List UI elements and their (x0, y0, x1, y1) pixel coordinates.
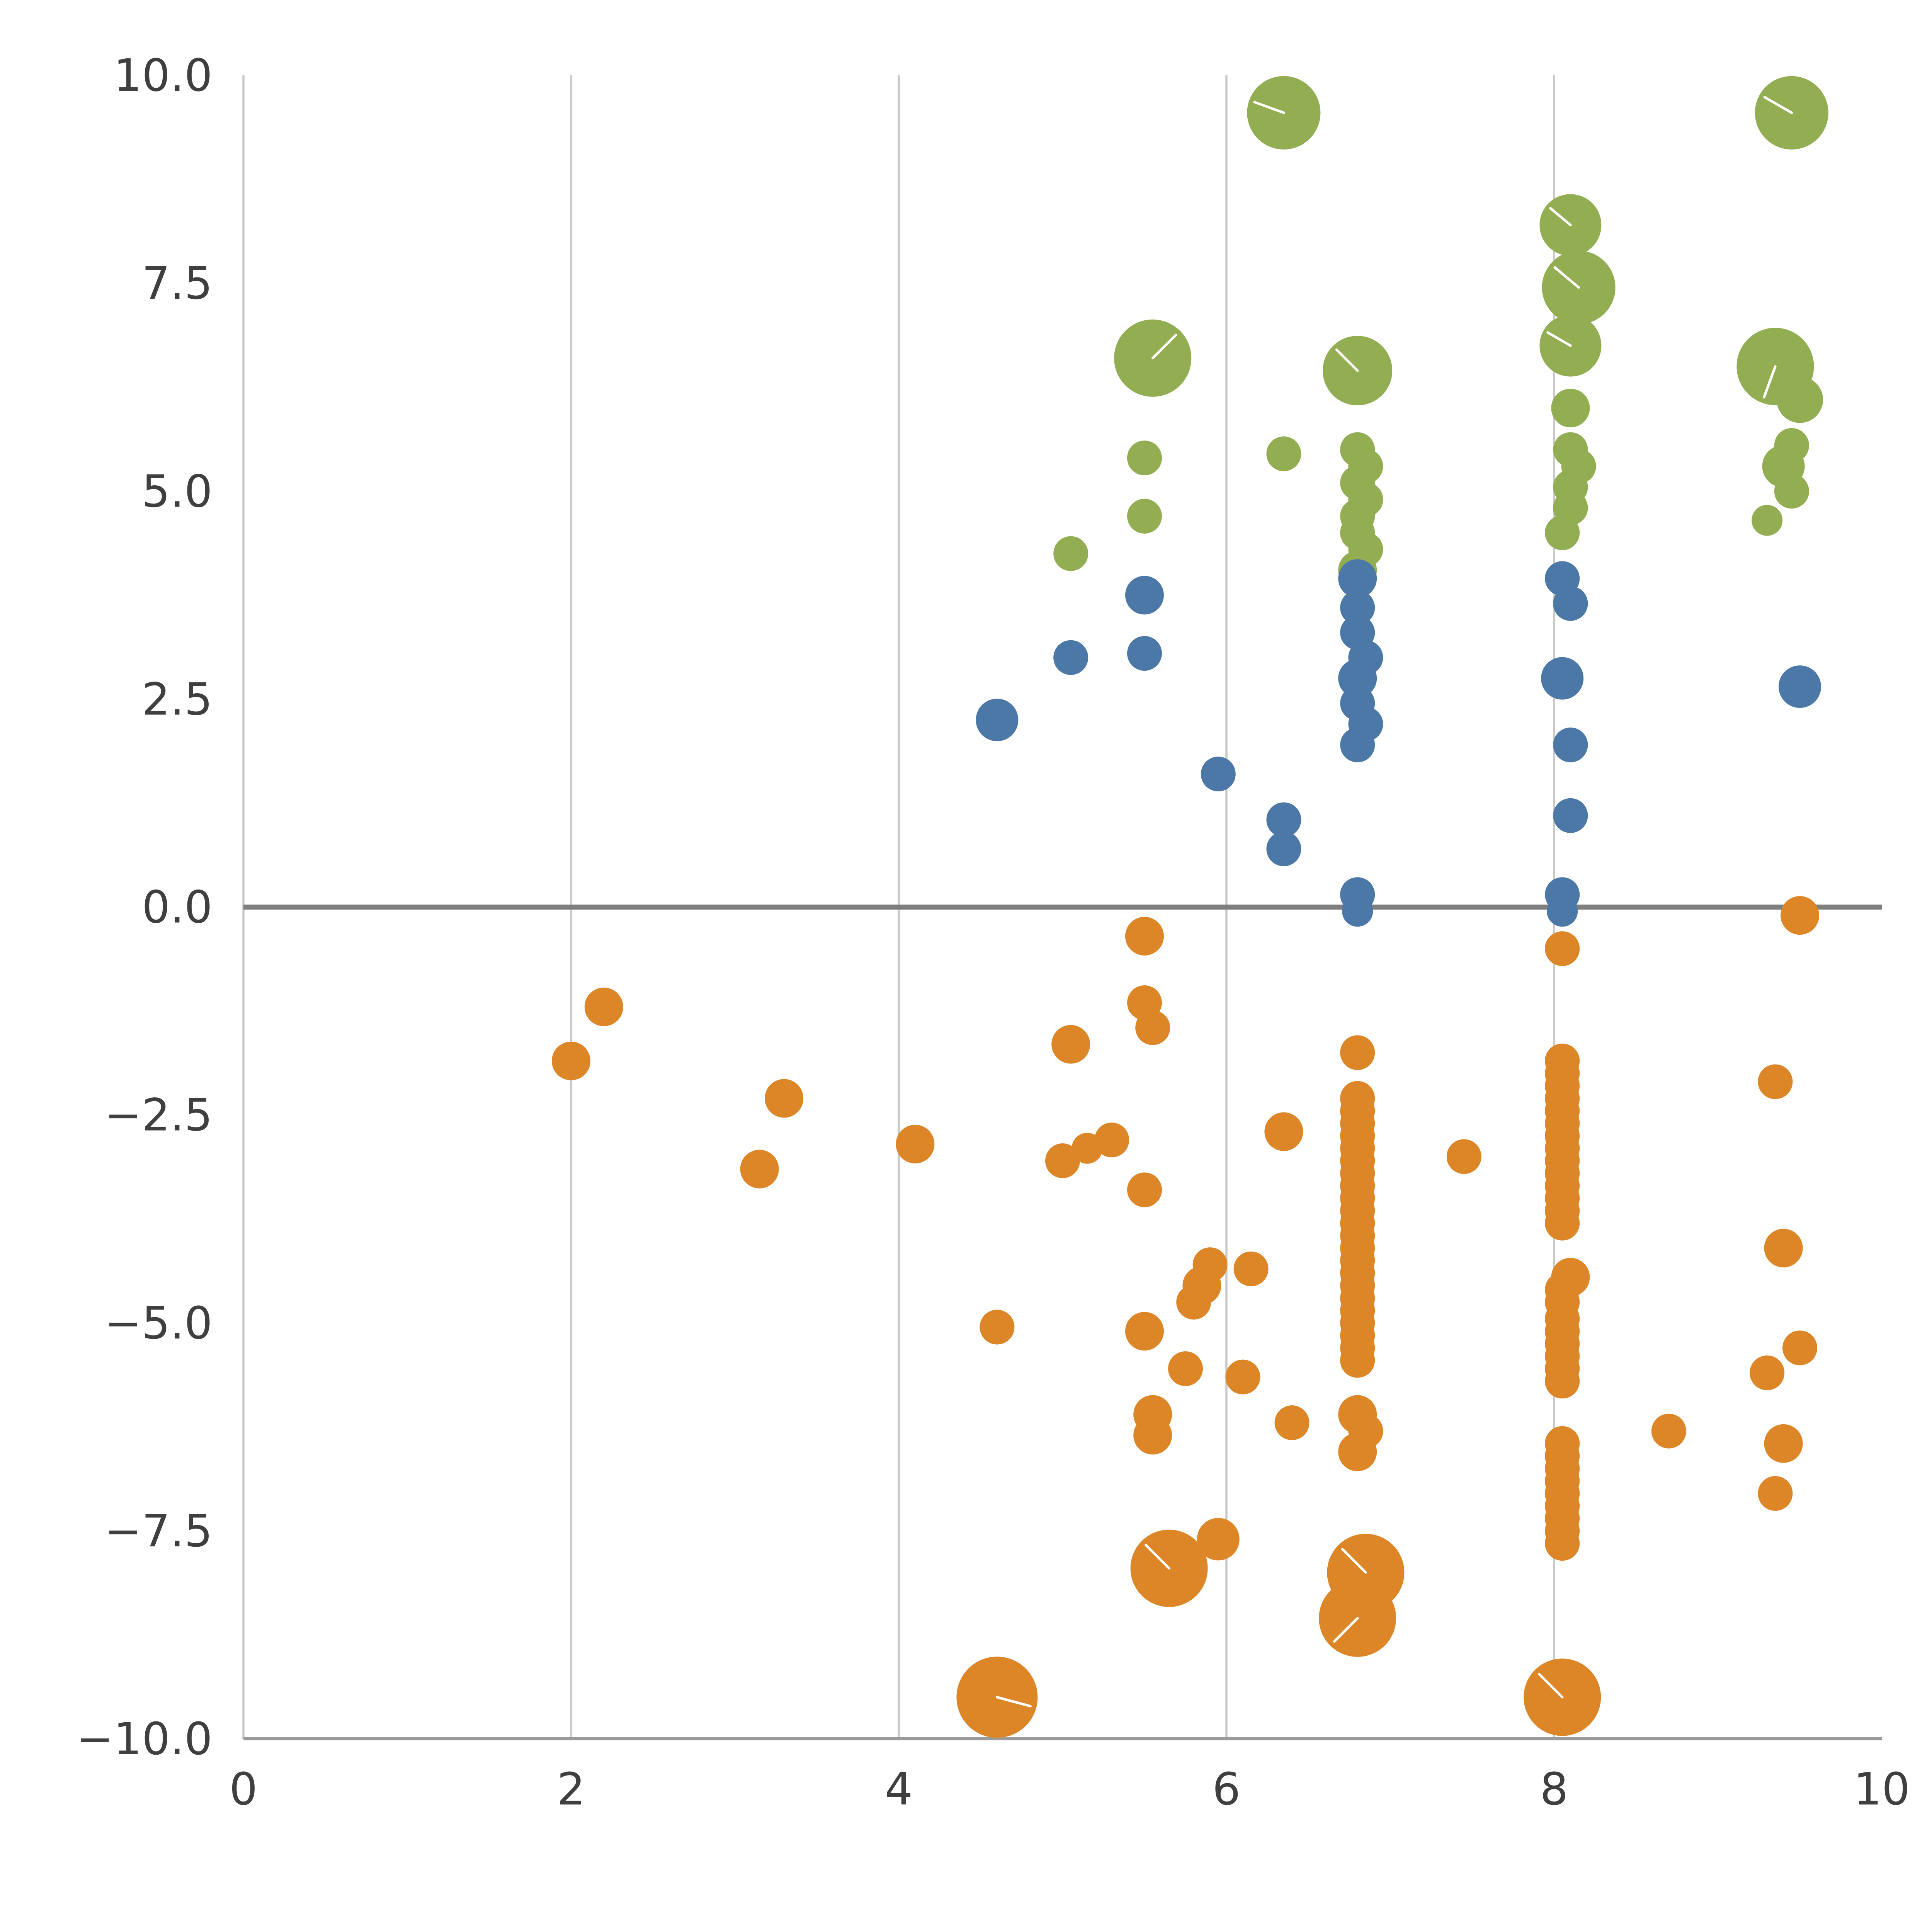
data-point-orange (1094, 1122, 1129, 1158)
data-point-orange (1045, 1143, 1080, 1179)
data-point-blue (1553, 586, 1588, 621)
data-point-blue (1547, 896, 1578, 927)
data-point-green (1551, 389, 1590, 427)
data-point-orange (1750, 1355, 1785, 1390)
bubble-highlight-tick (1145, 1544, 1170, 1570)
data-point-blue (976, 699, 1019, 742)
x-axis-tick-label: 8 (1540, 1764, 1568, 1815)
data-point-orange (552, 1041, 590, 1080)
y-axis-tick-label: −10.0 (77, 1713, 213, 1765)
data-point-orange (1225, 1359, 1260, 1395)
y-axis-tick-label: 2.5 (142, 673, 213, 725)
data-point-blue (1340, 590, 1375, 625)
y-axis-tick-label: 7.5 (142, 258, 213, 310)
data-point-green (1127, 440, 1162, 476)
data-point-orange (1764, 1229, 1803, 1268)
data-point-green (1545, 515, 1580, 550)
data-point-orange (1446, 1139, 1481, 1174)
x-axis-tick-label: 6 (1212, 1764, 1240, 1815)
data-point-green (1053, 536, 1088, 571)
data-point-orange (1764, 1424, 1803, 1463)
data-point-orange (1340, 1035, 1375, 1070)
data-point-orange (1651, 1413, 1686, 1449)
y-axis-tick-label: 10.0 (114, 50, 213, 102)
data-point-green (1127, 498, 1162, 534)
bubble-highlight-tick (1151, 333, 1177, 360)
y-axis-tick-label: 0.0 (142, 882, 213, 934)
data-point-orange (1545, 1526, 1580, 1561)
data-point-orange (765, 1079, 804, 1118)
x-axis-tick-label: 2 (557, 1764, 585, 1815)
data-point-blue (1127, 636, 1162, 671)
data-point-green (1774, 428, 1809, 463)
data-point-orange (896, 1124, 935, 1163)
data-point-orange (1176, 1284, 1211, 1320)
data-point-blue (1553, 798, 1588, 833)
data-point-green (1777, 376, 1823, 423)
bubble-highlight-tick (1546, 331, 1572, 347)
data-point-orange (1274, 1405, 1310, 1440)
data-point-orange (1127, 1172, 1162, 1208)
data-point-orange (1545, 1364, 1580, 1399)
y-axis-tick-label: −7.5 (105, 1505, 213, 1557)
data-point-orange (1781, 896, 1819, 935)
data-point-green (1752, 505, 1783, 536)
data-point-orange (740, 1150, 779, 1189)
x-axis-tick-label: 4 (884, 1764, 913, 1815)
bubble-highlight-tick (1763, 365, 1777, 399)
data-point-orange (1545, 1206, 1580, 1241)
data-point-blue (1553, 727, 1588, 762)
data-point-orange (1135, 1010, 1170, 1045)
bubble-highlight-tick (1537, 1673, 1564, 1699)
bubble-highlight-tick (1335, 348, 1359, 372)
data-point-orange (1133, 1416, 1172, 1455)
data-point-blue (1266, 831, 1301, 866)
data-point-blue (1125, 576, 1164, 615)
data-point-orange (1545, 931, 1580, 966)
data-point-orange (584, 987, 623, 1026)
y-axis-tick-label: −5.0 (105, 1298, 213, 1349)
data-point-blue (1201, 757, 1236, 792)
data-point-orange (1758, 1476, 1793, 1511)
data-point-orange (1782, 1330, 1817, 1366)
x-axis-tick-label: 0 (229, 1764, 257, 1815)
data-point-orange (1125, 917, 1164, 956)
y-axis-tick-label: 5.0 (142, 466, 213, 517)
data-point-orange (1758, 1064, 1793, 1099)
data-point-orange (1338, 1432, 1377, 1471)
data-point-blue (1338, 559, 1377, 598)
bubble-highlight-tick (1553, 266, 1580, 289)
data-point-blue (1053, 640, 1088, 675)
bubble-highlight-tick (996, 1696, 1032, 1708)
data-point-green (1774, 474, 1809, 509)
bubble-highlight-tick (1549, 207, 1572, 226)
y-axis-tick-label: −2.5 (105, 1090, 213, 1141)
data-point-blue (1266, 802, 1301, 837)
data-point-orange (1264, 1112, 1303, 1151)
data-point-orange (1340, 1343, 1375, 1378)
data-point-blue (1342, 896, 1373, 927)
data-point-green (1266, 436, 1301, 471)
data-point-orange (1233, 1251, 1269, 1286)
data-point-blue (1779, 665, 1821, 708)
bubble-highlight-tick (1333, 1617, 1359, 1643)
data-point-blue (1541, 657, 1584, 700)
data-point-blue (1338, 659, 1377, 698)
data-point-orange (1051, 1025, 1090, 1064)
data-point-orange (1197, 1518, 1240, 1561)
data-point-orange (1125, 1312, 1164, 1351)
bubble-highlight-tick (1763, 96, 1793, 114)
data-point-blue (1340, 727, 1375, 762)
x-axis-tick-label: 10 (1854, 1764, 1910, 1815)
data-point-orange (980, 1310, 1015, 1345)
data-point-orange (1168, 1351, 1203, 1386)
bubble-highlight-tick (1253, 100, 1285, 114)
bubble-highlight-tick (1341, 1548, 1367, 1574)
